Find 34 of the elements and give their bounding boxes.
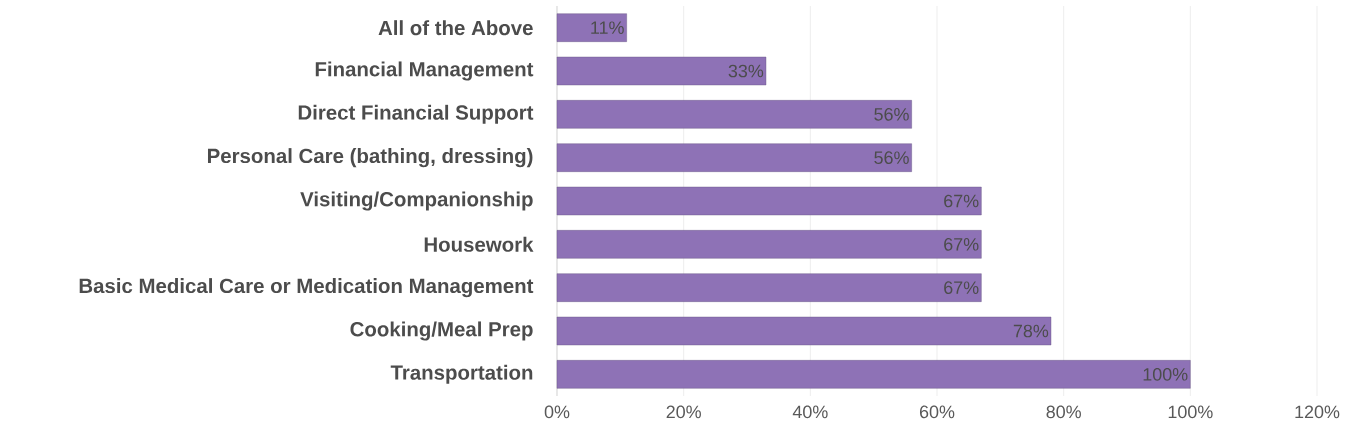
data-label: 33% bbox=[728, 64, 764, 78]
x-tick-label: 0% bbox=[544, 405, 570, 419]
x-tick-label: 80% bbox=[1046, 405, 1081, 419]
bar bbox=[556, 186, 982, 216]
y-tick-label: Basic Medical Care or Medication Management bbox=[79, 278, 534, 298]
y-tick-label: Financial Management bbox=[315, 61, 534, 81]
y-tick-label: Cooking/Meal Prep bbox=[350, 321, 533, 341]
x-tick-label: 20% bbox=[666, 405, 701, 419]
bar bbox=[556, 360, 1191, 389]
bar bbox=[556, 316, 1052, 346]
data-label: 56% bbox=[874, 107, 909, 121]
data-label: 78% bbox=[1013, 324, 1049, 338]
y-tick-label: Visiting/Companionship bbox=[300, 191, 533, 211]
y-tick-label: Housework bbox=[424, 236, 534, 252]
bar bbox=[556, 56, 767, 86]
bar bbox=[556, 230, 982, 259]
data-label: 67% bbox=[944, 194, 979, 208]
bar bbox=[556, 13, 627, 42]
y-tick-label: Direct Financial Support bbox=[298, 104, 534, 124]
bar bbox=[556, 143, 912, 172]
bar bbox=[556, 273, 982, 302]
y-tick-label: Personal Care (bathing, dressing) bbox=[207, 148, 533, 168]
data-label: 11% bbox=[591, 21, 624, 34]
x-tick-label: 120% bbox=[1295, 405, 1340, 419]
x-tick-label: 100% bbox=[1168, 405, 1213, 419]
y-tick-label: Transportation bbox=[390, 364, 533, 384]
data-label: 67% bbox=[944, 237, 979, 251]
data-label: 56% bbox=[874, 151, 909, 165]
data-label: 67% bbox=[944, 281, 979, 295]
y-tick-label: All of the Above bbox=[378, 20, 533, 36]
x-tick-label: 40% bbox=[792, 405, 828, 419]
data-label: 100% bbox=[1143, 367, 1188, 381]
x-tick-label: 60% bbox=[919, 405, 955, 419]
bar bbox=[556, 100, 912, 129]
